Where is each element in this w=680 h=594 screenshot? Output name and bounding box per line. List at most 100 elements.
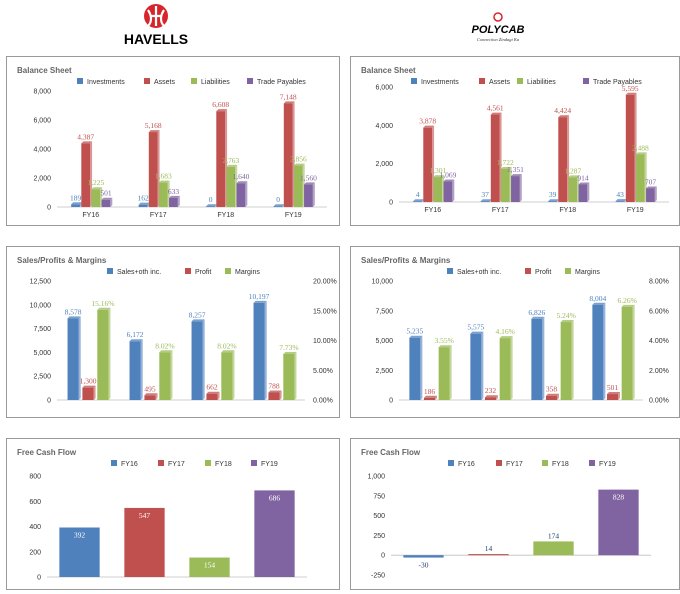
havells-logo-text: HAVELLS (124, 31, 188, 47)
bar-investments-fy19 (273, 206, 283, 207)
legend-swatch-fy18 (205, 460, 211, 466)
bar-top (283, 352, 297, 355)
data-label: 10,197 (249, 292, 270, 301)
bar-fy18 (189, 557, 230, 577)
x-tick-label: FY18 (217, 212, 234, 219)
bar-top (91, 187, 103, 190)
havells-balance-sheet-chart: Balance Sheet Investments Assets Liabiliti… (17, 66, 327, 219)
bar-assets-fy17 (490, 114, 500, 202)
bar-liabilities-fy16 (433, 177, 443, 202)
bar-trade-payables-fy16 (443, 181, 453, 202)
data-label: 8,578 (65, 307, 82, 316)
data-label: 8.02% (217, 341, 236, 350)
x-tick-label: FY17 (492, 207, 509, 214)
bar-fy16 (59, 527, 100, 577)
y-tick-label: 0 (47, 398, 51, 405)
bar-investments-fy17 (138, 204, 148, 207)
data-label: 1,287 (564, 166, 581, 175)
data-label: 5.24% (556, 311, 575, 320)
bar-top (531, 316, 545, 319)
legend-label-liabilities: Liabilities (201, 79, 230, 86)
data-label: 7.73% (279, 343, 298, 352)
legend-swatch-fy18 (542, 460, 548, 466)
data-label: 495 (144, 384, 156, 393)
data-label: 788 (268, 381, 280, 390)
bar-top (470, 331, 484, 334)
y2-tick-label: 0.00% (313, 398, 333, 405)
legend-label-assets: Assets (489, 79, 511, 86)
legend-label-investments: Investments (421, 79, 459, 86)
bar-side (294, 352, 297, 400)
bar-investments-fy18 (206, 206, 215, 207)
bar-profit-fy18 (206, 393, 218, 400)
data-label: 7,148 (280, 92, 297, 101)
y-tick-label: 12,500 (30, 279, 52, 286)
bar-trade-payables-fy19 (304, 184, 313, 207)
bar-top (221, 350, 235, 353)
y-tick-label: 7,500 (33, 326, 51, 333)
bar-side (603, 302, 606, 400)
y-tick-label: 0 (37, 575, 41, 582)
bar-investments-fy17 (480, 201, 490, 202)
y-tick-label: 1,000 (367, 474, 385, 481)
y-tick-label: 8,000 (33, 89, 51, 96)
bar-sales-oth-inc-fy19 (592, 304, 604, 400)
data-label: 4,387 (77, 132, 94, 141)
legend-swatch-margins (565, 268, 571, 274)
bar-top (413, 199, 424, 202)
legend-label-margins: Margins (575, 269, 600, 276)
data-label: 662 (206, 383, 218, 392)
polycab-logo: POLYCAB Connection Zindagi Ka (456, 2, 540, 48)
legend-label-fy17: FY17 (168, 461, 185, 468)
data-label: 707 (645, 177, 657, 186)
bar-fy17 (468, 554, 509, 556)
data-label: 37 (481, 190, 489, 199)
data-label: 501 (100, 189, 112, 198)
data-label: 162 (137, 194, 149, 203)
bar-top (499, 336, 513, 339)
y-tick-label: 4,000 (375, 123, 393, 130)
bar-liabilities-fy19 (293, 165, 303, 207)
y2-tick-label: 2.00% (649, 368, 669, 375)
bar-trade-payables-fy17 (511, 176, 520, 202)
y-tick-label: 5,000 (33, 350, 51, 357)
legend-swatch-liabilities (517, 78, 523, 84)
legend-swatch-investments (411, 78, 417, 84)
y-tick-label: 0 (389, 200, 393, 207)
y-tick-label: -250 (371, 573, 385, 580)
bar-side (264, 300, 267, 400)
bar-side (140, 339, 143, 400)
data-label: 1,640 (233, 172, 250, 181)
y-tick-label: 2,500 (375, 368, 393, 375)
polycab-logo-text: POLYCAB (472, 24, 525, 36)
legend-label-profit: Profit (535, 269, 551, 276)
bar-top (268, 390, 282, 393)
y-tick-label: 600 (29, 499, 41, 506)
x-tick-label: FY19 (627, 207, 644, 214)
bar-top (191, 319, 205, 322)
bar-liabilities-fy18 (226, 166, 236, 207)
y2-tick-label: 15.00% (313, 308, 337, 315)
data-label: 914 (577, 173, 589, 182)
x-tick-label: FY17 (150, 212, 167, 219)
chart-title: Free Cash Flow (17, 448, 77, 457)
bar-liabilities-fy17 (500, 168, 510, 202)
bar-top (423, 125, 435, 128)
legend-label-investments: Investments (87, 79, 125, 86)
legend-label-profit: Profit (195, 269, 211, 276)
y-tick-label: 800 (29, 474, 41, 481)
bar-side (177, 195, 180, 207)
bar-margins-fy16 (97, 309, 109, 400)
bar-top (253, 300, 267, 303)
bar-top (101, 197, 113, 200)
data-label: 2,488 (632, 143, 649, 152)
chart-title: Balance Sheet (361, 66, 416, 75)
bar-sales-oth-inc-fy16 (67, 318, 79, 400)
chart-title: Sales/Profits & Margins (361, 256, 451, 265)
y-tick-label: 7,500 (375, 308, 393, 315)
bar-top (635, 152, 647, 155)
polycab-fcf-panel: Free Cash Flow FY16 FY17 FY18 FY19 -250 0 250… (350, 438, 680, 590)
chart-legend: Sales+oth inc. Profit Margins (107, 268, 260, 276)
bar-top (236, 181, 248, 184)
data-label: 0 (276, 195, 280, 204)
